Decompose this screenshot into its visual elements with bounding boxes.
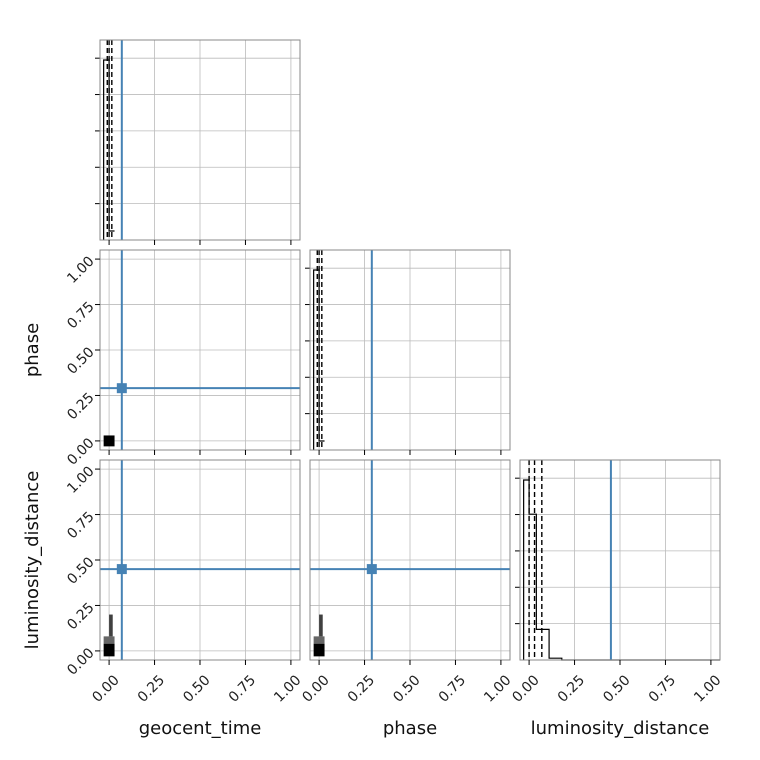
density-cell	[109, 614, 113, 637]
x-tick-label: 0.75	[436, 672, 469, 705]
x-axis-label-phase: phase	[383, 718, 437, 739]
x-axis-label-luminosity_distance: luminosity_distance	[531, 718, 710, 739]
x-tick-label: 1.00	[271, 672, 304, 705]
x-tick-label: 0.00	[299, 672, 332, 705]
y-tick-label: 0.75	[64, 299, 97, 332]
density-cell	[103, 636, 115, 644]
density-cell	[103, 435, 115, 447]
x-tick-label: 0.25	[135, 672, 168, 705]
y-axis-label-phase: phase	[22, 323, 43, 377]
density-cell	[313, 636, 325, 644]
y-tick-label: 1.00	[64, 463, 97, 496]
x-tick-label: 0.25	[345, 672, 378, 705]
y-axis-label-luminosity_distance: luminosity_distance	[22, 471, 43, 650]
y-tick-label: 0.50	[64, 554, 97, 587]
x-tick-label: 0.25	[555, 672, 588, 705]
truth-marker	[116, 383, 127, 394]
density-cell	[103, 643, 115, 657]
x-tick-label: 1.00	[691, 672, 724, 705]
x-tick-label: 0.00	[89, 672, 122, 705]
y-tick-label: 0.50	[64, 344, 97, 377]
density-cell	[319, 614, 323, 637]
y-tick-label: 0.25	[64, 600, 97, 633]
y-tick-label: 0.25	[64, 390, 97, 423]
x-tick-label: 0.50	[390, 672, 423, 705]
x-tick-label: 0.50	[180, 672, 213, 705]
y-tick-label: 1.00	[64, 253, 97, 286]
y-tick-label: 0.75	[64, 509, 97, 542]
truth-marker	[366, 564, 377, 575]
x-tick-label: 1.00	[481, 672, 514, 705]
y-tick-label: 0.00	[64, 435, 97, 468]
density-cell	[313, 643, 325, 657]
x-tick-label: 0.50	[600, 672, 633, 705]
truth-marker	[116, 564, 127, 575]
x-tick-label: 0.75	[226, 672, 259, 705]
x-tick-label: 0.00	[509, 672, 542, 705]
x-axis-label-geocent_time: geocent_time	[139, 718, 262, 739]
x-tick-label: 0.75	[646, 672, 679, 705]
y-tick-label: 0.00	[64, 645, 97, 678]
